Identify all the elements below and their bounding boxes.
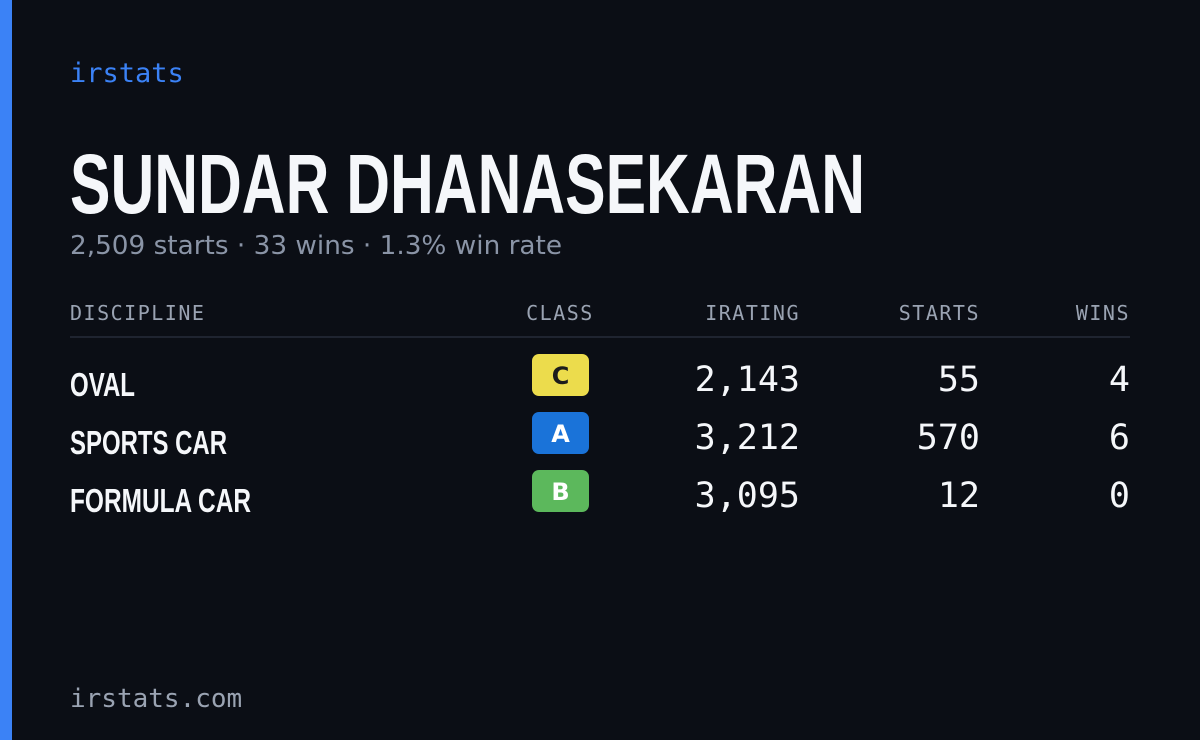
irating: 3,095	[695, 476, 800, 516]
class-badge	[532, 412, 589, 454]
discipline: OVAL	[70, 366, 135, 403]
footer-url: irstats.com	[70, 684, 242, 714]
class-badge	[532, 470, 589, 512]
starts: 12	[938, 476, 980, 516]
irating: 3,212	[695, 418, 800, 458]
discipline: SPORTS CAR	[70, 424, 227, 461]
starts: 55	[938, 360, 980, 400]
wins: 0	[1109, 476, 1130, 516]
table-row: SPORTS CAR A 3,212 570 6	[70, 412, 1130, 461]
discipline: FORMULA CAR	[70, 482, 251, 519]
header-cell: STARTS	[899, 301, 980, 325]
class-letter: B	[551, 478, 569, 506]
class-letter: A	[551, 420, 570, 448]
starts: 570	[917, 418, 980, 458]
header-cell: CLASS	[526, 301, 594, 325]
wins: 4	[1109, 360, 1130, 400]
class-badge	[532, 354, 589, 396]
player-name: SUNDAR DHANASEKARAN	[70, 137, 865, 231]
wins: 6	[1109, 418, 1130, 458]
table-row: FORMULA CAR B 3,095 12 0	[70, 470, 1130, 519]
header-cell: DISCIPLINE	[70, 301, 205, 325]
irating: 2,143	[695, 360, 800, 400]
table-row: OVAL C 2,143 55 4	[70, 354, 1130, 403]
player-summary: 2,509 starts · 33 wins · 1.3% win rate	[70, 231, 562, 261]
header-cell: IRATING	[705, 301, 800, 325]
accent-stripe	[0, 0, 12, 740]
class-letter: C	[552, 362, 570, 390]
brand: irstats	[70, 58, 184, 89]
table-header: DISCIPLINE CLASS IRATING STARTS WINS	[70, 301, 1130, 325]
header-cell: WINS	[1076, 301, 1130, 325]
